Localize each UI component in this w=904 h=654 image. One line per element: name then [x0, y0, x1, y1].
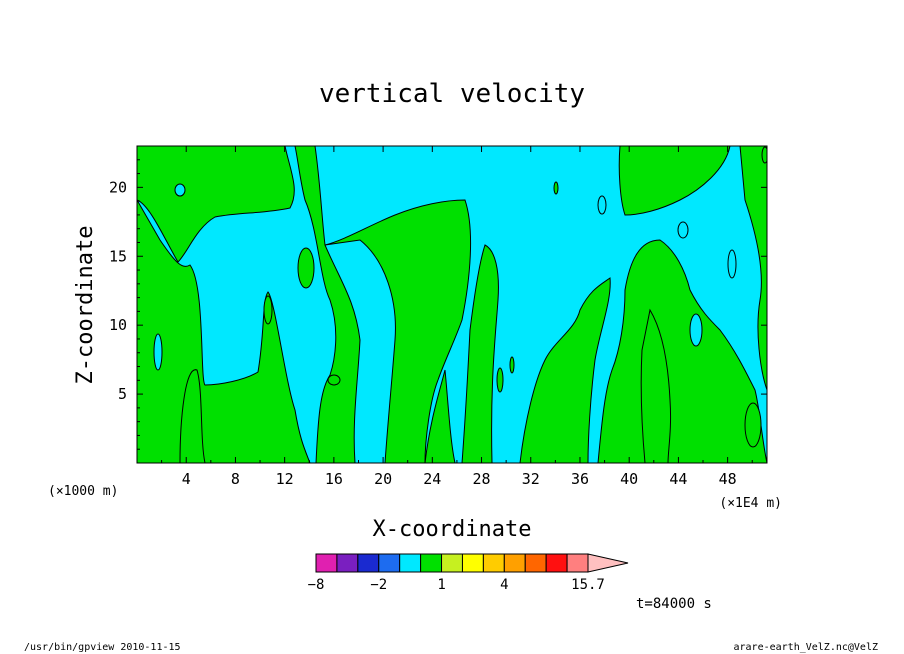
x-tick-label: 16: [325, 470, 343, 488]
x-tick-label: 8: [231, 470, 240, 488]
negative-island: [174, 183, 186, 197]
colorbar-labels: −8 −2 1 4 15.7: [308, 577, 605, 593]
colorbar-segment: [336, 553, 359, 573]
negative-island: [727, 249, 737, 279]
y-tick-label: 15: [109, 247, 127, 265]
y-axis-label: Z-coordinate: [73, 226, 98, 385]
x-unit-right-label: (×1E4 m): [719, 496, 782, 511]
x-tick-label: 48: [719, 470, 737, 488]
contour-field: [137, 146, 767, 463]
positive-region: [294, 146, 361, 463]
positive-island: [744, 402, 762, 448]
x-tick-label: 24: [423, 470, 441, 488]
time-label: t=84000 s: [636, 596, 712, 612]
positive-region: [424, 369, 456, 463]
colorbar-segment: [420, 553, 443, 573]
colorbar-label: −8: [308, 577, 325, 593]
colorbar-segment: [315, 553, 338, 573]
positive-regions: [137, 146, 767, 463]
colorbar-label: −2: [370, 577, 387, 593]
colorbar-label: 15.7: [571, 577, 605, 593]
y-tick-label: 5: [118, 385, 127, 403]
positive-region: [640, 308, 672, 463]
y-tick-label: 20: [109, 178, 127, 196]
colorbar-segment: [461, 553, 484, 573]
negative-island: [597, 195, 607, 215]
colorbar-segment: [378, 553, 401, 573]
colorbar-segment: [482, 553, 505, 573]
positive-island: [553, 181, 559, 195]
x-unit-left-label: (×1000 m): [48, 484, 118, 499]
colorbar-label: 1: [437, 577, 445, 593]
positive-island: [509, 356, 515, 374]
x-tick-label: 28: [473, 470, 491, 488]
x-axis-ticks: 4 8 12 16 20 24 28 32 36 40 44 48: [161, 146, 753, 488]
x-tick-label: 44: [669, 470, 687, 488]
colorbar-segment: [524, 553, 547, 573]
x-tick-label: 32: [522, 470, 540, 488]
negative-islands: [153, 183, 737, 371]
colorbar-segment: [399, 553, 422, 573]
colorbar-extend-arrow: [587, 553, 629, 573]
positive-region: [519, 277, 611, 463]
positive-region: [739, 146, 767, 391]
x-tick-label: 12: [276, 470, 294, 488]
positive-island: [496, 367, 504, 393]
y-axis-ticks: 5 10 15 20: [109, 159, 767, 450]
positive-region: [618, 146, 731, 216]
x-tick-label: 4: [182, 470, 191, 488]
positive-region: [137, 146, 295, 263]
positive-island: [761, 146, 767, 164]
positive-island: [297, 247, 315, 289]
positive-region: [461, 244, 499, 463]
colorbar-segment: [566, 553, 589, 573]
positive-region: [137, 198, 311, 463]
x-tick-label: 40: [620, 470, 638, 488]
positive-region: [324, 199, 472, 463]
colorbar-segment: [545, 553, 568, 573]
positive-islands: [263, 146, 767, 448]
colorbar: [315, 553, 629, 573]
positive-island: [327, 374, 341, 386]
plot-frame: [136, 145, 768, 464]
negative-island: [689, 313, 703, 347]
colorbar-segment: [357, 553, 380, 573]
colorbar-segment: [503, 553, 526, 573]
chart-title: vertical velocity: [319, 79, 585, 109]
footer-left: /usr/bin/gpview 2010-11-15: [24, 642, 181, 653]
positive-region: [179, 369, 206, 463]
footer-right: arare-earth_VelZ.nc@VelZ: [734, 642, 879, 653]
x-tick-label: 36: [571, 470, 589, 488]
colorbar-segment: [441, 553, 463, 573]
positive-island: [263, 295, 273, 325]
negative-island: [153, 333, 163, 371]
x-tick-label: 20: [374, 470, 392, 488]
colorbar-label: 4: [500, 577, 508, 593]
negative-island: [677, 221, 689, 239]
y-tick-label: 10: [109, 316, 127, 334]
x-axis-label: X-coordinate: [373, 517, 532, 542]
positive-region: [597, 239, 767, 463]
